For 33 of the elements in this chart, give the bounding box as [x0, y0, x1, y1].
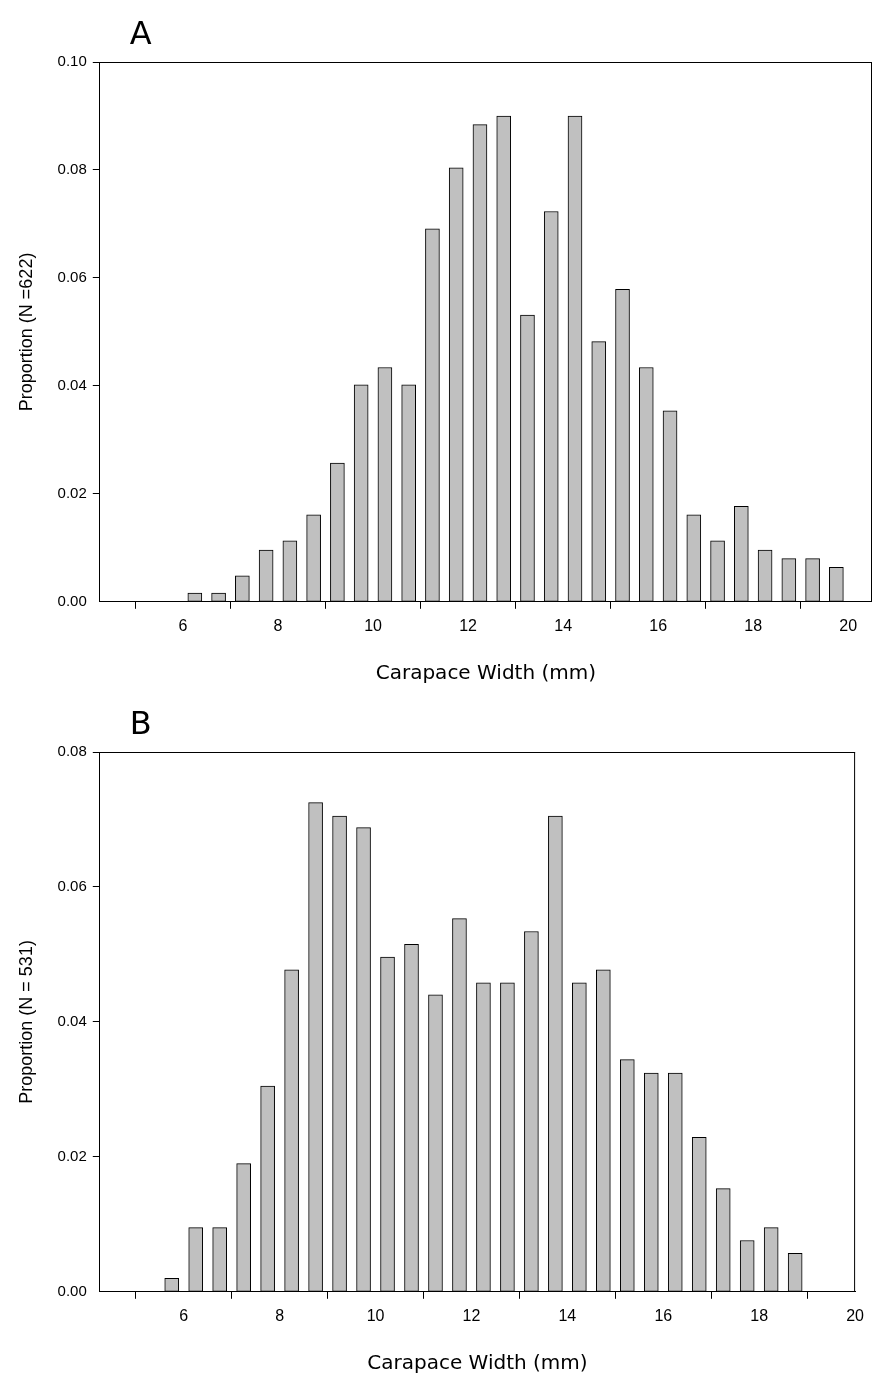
x-axis-title: Carapace Width (mm)	[375, 660, 597, 685]
x-tick-label: 18	[744, 616, 763, 634]
y-axis-title: Proportion (N =622)	[15, 252, 36, 412]
x-axis-title: Carapace Width (mm)	[367, 1350, 588, 1375]
x-tick-label: 14	[558, 1306, 577, 1324]
y-tick-label: 0.10	[57, 52, 87, 70]
x-tick-label: 8	[275, 1306, 285, 1324]
x-tick-label: 12	[459, 616, 478, 634]
y-tick-label: 0.02	[57, 483, 87, 501]
y-tick-label: 0.08	[57, 742, 87, 760]
x-tick-label: 10	[366, 1306, 385, 1324]
x-tick-label: 16	[654, 1306, 673, 1324]
y-tick-label: 0.04	[57, 376, 87, 394]
x-tick-label: 18	[750, 1306, 769, 1324]
y-tick-label: 0.06	[57, 268, 87, 286]
x-tick-label: 20	[846, 1306, 865, 1324]
chart-title: B	[129, 704, 152, 742]
x-tick-label: 6	[179, 1306, 189, 1324]
y-tick-label: 0.00	[57, 591, 87, 609]
y-axis-title: Proportion (N = 531)	[15, 940, 36, 1104]
y-tick-label: 0.02	[57, 1146, 87, 1164]
x-tick-label: 20	[839, 616, 858, 634]
y-tick-label: 0.04	[57, 1012, 87, 1030]
x-tick-label: 8	[273, 616, 283, 634]
x-tick-label: 10	[364, 616, 383, 634]
y-tick-label: 0.00	[57, 1281, 87, 1299]
y-tick-label: 0.06	[57, 877, 87, 895]
x-tick-label: 14	[554, 616, 573, 634]
x-tick-label: 6	[178, 616, 188, 634]
x-tick-label: 12	[462, 1306, 481, 1324]
x-tick-label: 16	[649, 616, 668, 634]
y-tick-label: 0.08	[57, 160, 87, 178]
chart-title: A	[129, 14, 152, 52]
